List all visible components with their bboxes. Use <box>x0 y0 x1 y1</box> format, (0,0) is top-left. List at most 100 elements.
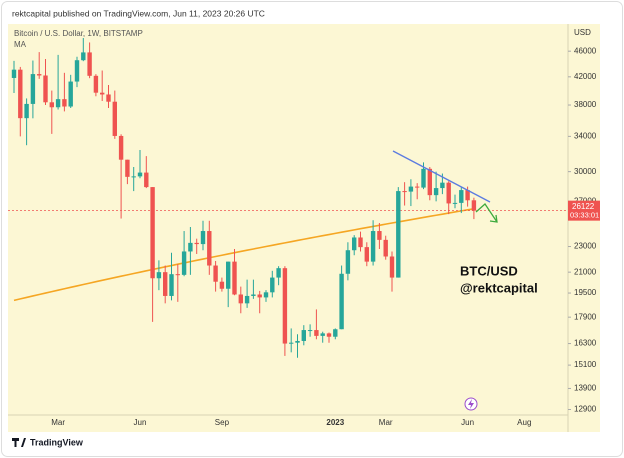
y-tick-label: 15100 <box>574 360 597 369</box>
y-tick-label: 34000 <box>574 131 597 140</box>
candle-body <box>169 274 174 296</box>
candle-body <box>232 261 237 295</box>
x-tick-label: Jun <box>461 418 474 427</box>
candle-body <box>244 295 250 304</box>
candle-body <box>18 69 23 119</box>
candle-body <box>131 176 136 178</box>
last-price-label: 26122 <box>572 202 595 211</box>
price-axis-unit: USD <box>574 28 591 37</box>
candle-body <box>213 265 218 282</box>
candle-body <box>289 342 294 344</box>
candle-body <box>188 242 193 252</box>
candle-body <box>358 237 363 248</box>
candle-body <box>238 294 243 304</box>
candle-body <box>207 231 212 266</box>
candle-body <box>370 231 376 262</box>
candle-body <box>364 247 369 262</box>
candle-body <box>263 292 269 298</box>
candle-body <box>93 75 99 93</box>
annotation: @rektcapital <box>460 280 538 295</box>
candle-body <box>389 256 395 278</box>
x-tick-label: 2023 <box>326 418 344 427</box>
candle-body <box>352 237 357 251</box>
candle-body <box>74 60 80 82</box>
x-tick-label: Mar <box>51 418 65 427</box>
candle-body <box>307 330 313 332</box>
candle-body <box>55 99 61 108</box>
y-tick-label: 13900 <box>574 384 597 393</box>
candle-body <box>402 191 407 193</box>
candle-body <box>100 92 105 95</box>
projection-arrow <box>475 203 498 223</box>
candle-body <box>452 202 458 204</box>
trend-line <box>392 150 491 203</box>
candle-body <box>137 172 143 177</box>
candle-body <box>43 75 48 103</box>
y-tick-label: 30000 <box>574 167 597 176</box>
candle-body <box>37 74 42 76</box>
x-tick-label: Aug <box>517 418 531 427</box>
candle-body <box>226 261 231 289</box>
y-tick-label: 12900 <box>574 405 597 414</box>
candle-body <box>421 168 426 188</box>
candle-body <box>440 182 445 189</box>
candle-body <box>301 330 306 341</box>
y-tick-label: 17900 <box>574 312 597 321</box>
y-tick-label: 19500 <box>574 288 597 297</box>
candle-body <box>326 333 332 337</box>
candle-body <box>219 281 225 289</box>
plot: 12900 13900 15100 16300 17900 19500 21000 23000… <box>8 38 597 427</box>
candle-body <box>181 251 187 275</box>
x-tick-label: Mar <box>379 418 393 427</box>
candle-body <box>156 272 162 279</box>
chart-background <box>8 24 600 432</box>
candle-body <box>282 268 288 344</box>
candle-body <box>276 268 281 278</box>
y-tick-label: 42000 <box>574 72 597 81</box>
candle-body <box>433 188 439 196</box>
candle-body <box>465 190 470 201</box>
candle-body <box>427 168 432 196</box>
footer-logo <box>12 438 26 447</box>
candle-body <box>87 52 92 76</box>
x-tick-label: Jun <box>134 418 147 427</box>
candle-body <box>415 186 420 188</box>
header: rektcapital published on TradingView.com… <box>12 8 265 18</box>
candle-body <box>345 250 351 274</box>
candle-body <box>125 159 130 177</box>
candle-body <box>377 231 382 240</box>
candle-body <box>295 340 300 343</box>
candle-body <box>333 329 338 337</box>
candle-body <box>49 102 54 108</box>
candle-body <box>163 272 168 296</box>
candle-body <box>68 81 73 107</box>
candle-body <box>150 187 155 279</box>
candle-body <box>446 182 451 204</box>
candle-body <box>30 74 36 104</box>
candle-body <box>257 294 262 298</box>
candle-body <box>396 191 401 278</box>
candle-body <box>339 273 344 330</box>
x-tick-label: Sep <box>215 418 230 427</box>
candle-body <box>320 333 325 336</box>
candle-body <box>200 231 206 245</box>
footer: TradingView <box>30 437 84 447</box>
candle-body <box>112 101 117 136</box>
ma-legend: MA <box>14 40 27 49</box>
candle-body <box>471 200 477 211</box>
y-tick-label: 46000 <box>574 46 597 55</box>
candle-body <box>459 190 464 203</box>
projection-arrowhead <box>489 214 498 223</box>
candle-body <box>106 94 111 102</box>
candle-body <box>314 330 319 336</box>
y-tick-label: 21000 <box>574 267 597 276</box>
y-tick-label: 16300 <box>574 339 597 348</box>
candle-body <box>270 277 275 293</box>
candle-body <box>11 69 17 78</box>
candle-body <box>24 103 29 119</box>
candle-body <box>62 99 67 107</box>
y-tick-label: 23000 <box>574 242 597 251</box>
candle-body <box>118 135 124 160</box>
annotation: BTC/USD <box>460 263 518 278</box>
